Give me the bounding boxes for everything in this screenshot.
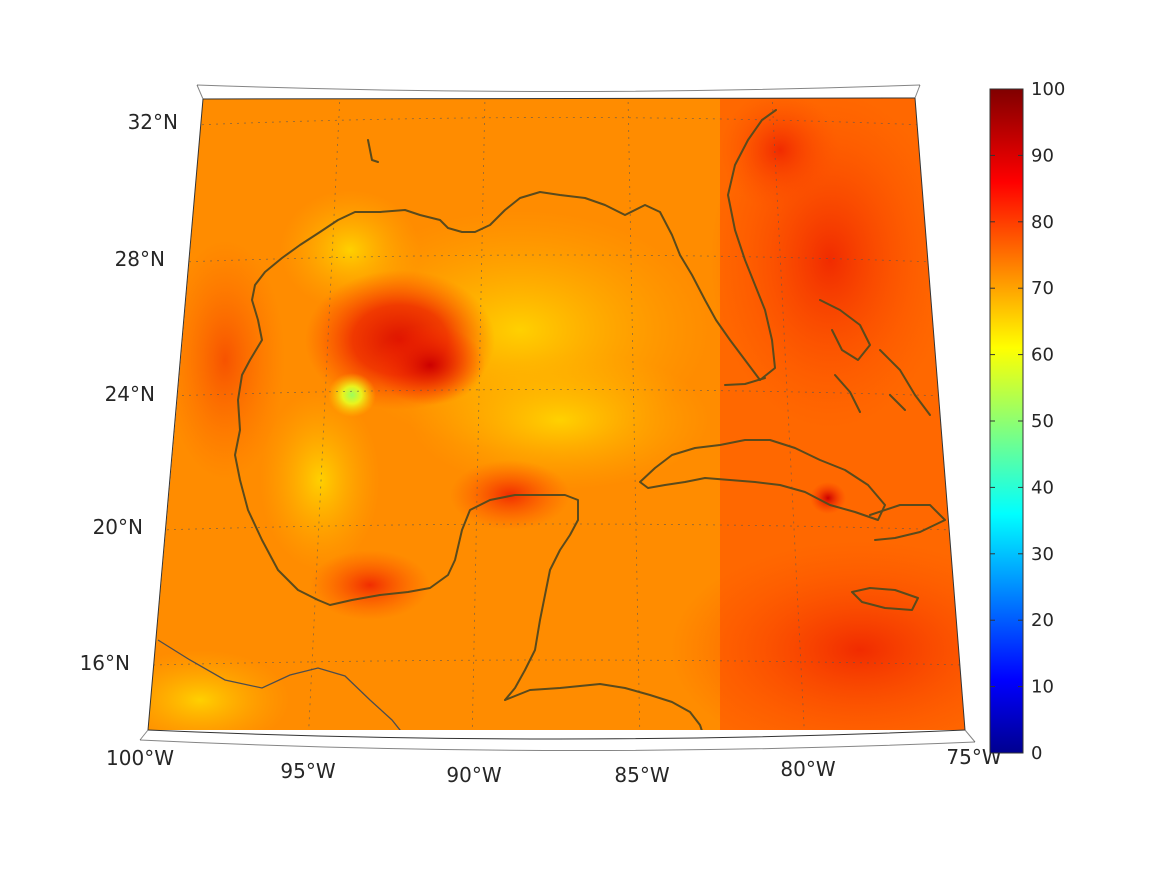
colorbar-tick-label: 10 <box>1031 677 1054 698</box>
coastline-mainland <box>234 109 777 701</box>
colorbar-tick-label: 50 <box>1031 411 1054 432</box>
coastline-central-america <box>504 683 706 730</box>
coastline-keys <box>367 139 766 386</box>
coastline-cuba <box>639 439 886 521</box>
colorbar-tick-label: 100 <box>1031 79 1065 100</box>
lat-label-28: 28°N <box>115 247 165 271</box>
lat-label-16: 16°N <box>80 651 130 675</box>
country-border <box>157 639 413 730</box>
colorbar-tick-label: 90 <box>1031 145 1054 166</box>
lon-label-100w: 100°W <box>106 746 174 770</box>
lon-label-80w: 80°W <box>780 757 835 781</box>
heatmap-field <box>148 98 965 730</box>
coastline-hispaniola <box>869 504 946 541</box>
map-frame <box>139 84 976 752</box>
lon-label-95w: 95°W <box>280 759 335 783</box>
lon-label-90w: 90°W <box>446 763 501 787</box>
colorbar-tick-label: 80 <box>1031 212 1054 233</box>
colorbar-tick-label: 20 <box>1031 610 1054 631</box>
lat-label-20: 20°N <box>93 515 143 539</box>
graticule <box>152 98 963 730</box>
lat-label-24: 24°N <box>105 382 155 406</box>
colorbar-tick-label: 30 <box>1031 544 1054 565</box>
lat-label-32: 32°N <box>128 110 178 134</box>
colorbar-tick-label: 60 <box>1031 345 1054 366</box>
longitude-labels: 100°W 95°W 90°W 85°W 80°W 75°W <box>106 745 1002 787</box>
coastline-bahamas <box>819 299 931 416</box>
colorbar-tick-label: 40 <box>1031 477 1054 498</box>
coastlines <box>157 109 946 730</box>
colorbar-tick-label: 0 <box>1031 743 1042 764</box>
coastline-jamaica <box>851 587 919 611</box>
colorbar-tick-label: 70 <box>1031 278 1054 299</box>
lon-label-85w: 85°W <box>614 763 669 787</box>
latitude-labels: 32°N 28°N 24°N 20°N 16°N <box>80 110 178 675</box>
